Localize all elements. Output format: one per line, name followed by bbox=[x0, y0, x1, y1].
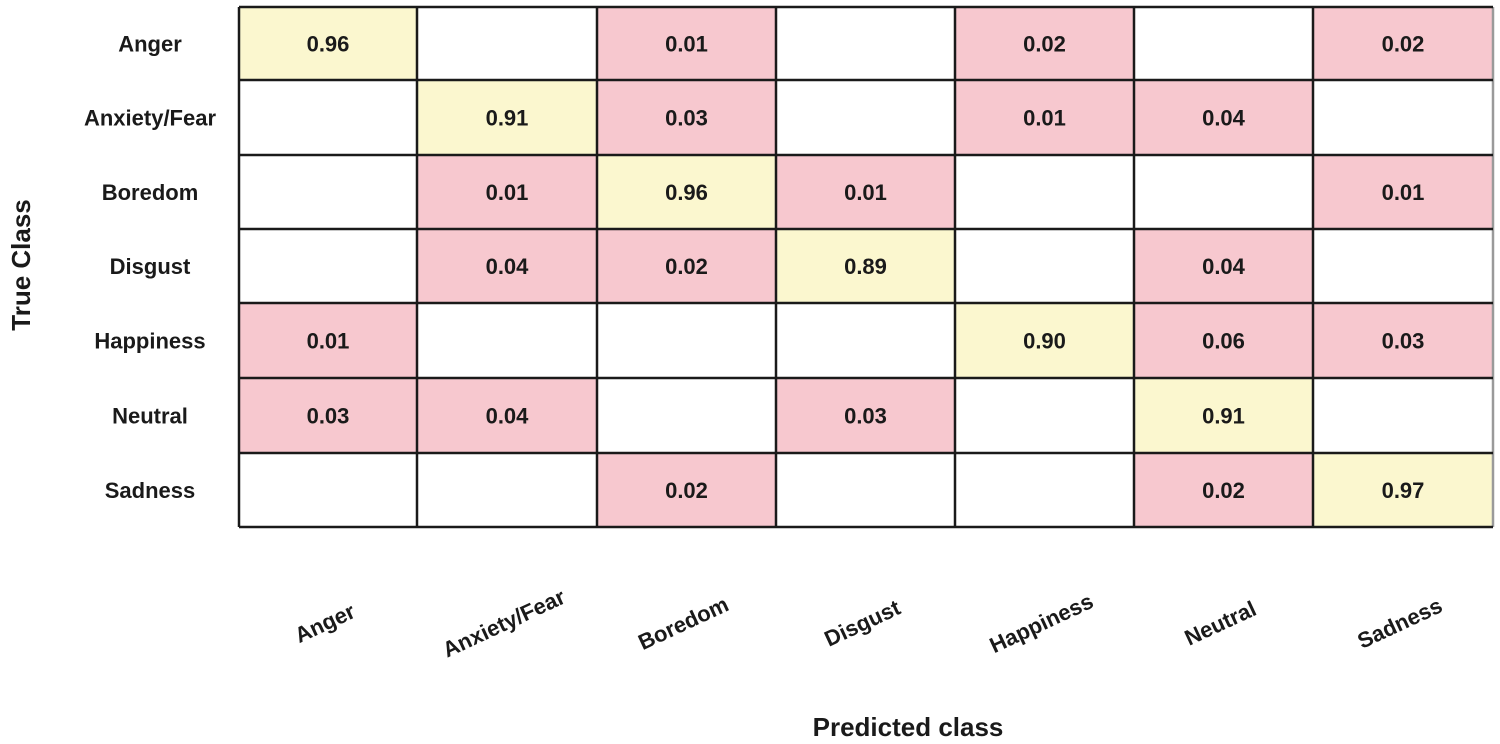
cell-disgust-boredom bbox=[597, 229, 776, 303]
cell-anxiety-fear-neutral bbox=[1134, 80, 1313, 155]
cell-value-disgust-disgust: 0.89 bbox=[844, 254, 887, 279]
cell-value-anxiety-fear-boredom: 0.03 bbox=[665, 106, 708, 131]
matrix-grid bbox=[237, 5, 1495, 529]
cell-value-sadness-sadness: 0.97 bbox=[1382, 478, 1425, 503]
cell-value-neutral-neutral: 0.91 bbox=[1202, 404, 1245, 429]
cell-neutral-anxiety-fear bbox=[417, 378, 597, 453]
cell-value-boredom-anxiety-fear: 0.01 bbox=[486, 180, 529, 205]
cell-happiness-happiness bbox=[955, 303, 1134, 378]
cell-anxiety-fear-anger bbox=[239, 80, 417, 155]
cell-disgust-sadness bbox=[1313, 229, 1493, 303]
cell-anger-sadness bbox=[1313, 7, 1493, 80]
cell-value-anxiety-fear-happiness: 0.01 bbox=[1023, 106, 1066, 131]
cell-value-neutral-anxiety-fear: 0.04 bbox=[486, 404, 530, 429]
cell-sadness-happiness bbox=[955, 453, 1134, 527]
cell-anger-boredom bbox=[597, 7, 776, 80]
column-label-anxiety-fear: Anxiety/Fear bbox=[439, 584, 570, 663]
cell-anger-anxiety-fear bbox=[417, 7, 597, 80]
cell-value-anger-boredom: 0.01 bbox=[665, 32, 708, 57]
cell-value-boredom-disgust: 0.01 bbox=[844, 180, 887, 205]
cell-value-anger-anger: 0.96 bbox=[307, 32, 350, 57]
cell-value-boredom-boredom: 0.96 bbox=[665, 180, 708, 205]
cell-boredom-anger bbox=[239, 155, 417, 229]
cell-value-disgust-anxiety-fear: 0.04 bbox=[486, 254, 530, 279]
cell-value-anxiety-fear-anxiety-fear: 0.91 bbox=[486, 106, 529, 131]
column-label-neutral: Neutral bbox=[1181, 596, 1260, 651]
row-label-boredom: Boredom bbox=[102, 180, 199, 205]
row-label-anxiety-fear: Anxiety/Fear bbox=[84, 106, 216, 131]
cell-happiness-anger bbox=[239, 303, 417, 378]
cell-value-sadness-neutral: 0.02 bbox=[1202, 478, 1245, 503]
cell-sadness-sadness bbox=[1313, 453, 1493, 527]
cell-boredom-boredom bbox=[597, 155, 776, 229]
cell-neutral-anger bbox=[239, 378, 417, 453]
cell-neutral-boredom bbox=[597, 378, 776, 453]
cell-value-neutral-anger: 0.03 bbox=[307, 404, 350, 429]
cell-boredom-anxiety-fear bbox=[417, 155, 597, 229]
column-label-boredom: Boredom bbox=[634, 591, 732, 654]
y-axis-title: True Class bbox=[6, 199, 36, 331]
cell-happiness-disgust bbox=[776, 303, 955, 378]
cell-disgust-neutral bbox=[1134, 229, 1313, 303]
cell-anxiety-fear-anxiety-fear bbox=[417, 80, 597, 155]
cell-disgust-anxiety-fear bbox=[417, 229, 597, 303]
row-label-disgust: Disgust bbox=[110, 254, 191, 279]
column-label-happiness: Happiness bbox=[986, 588, 1097, 658]
cell-value-happiness-sadness: 0.03 bbox=[1382, 329, 1425, 354]
row-label-sadness: Sadness bbox=[105, 478, 196, 503]
cell-boredom-disgust bbox=[776, 155, 955, 229]
column-label-anger: Anger bbox=[291, 598, 360, 648]
cell-sadness-anger bbox=[239, 453, 417, 527]
cell-disgust-happiness bbox=[955, 229, 1134, 303]
x-axis-title: Predicted class bbox=[813, 712, 1004, 742]
cell-anxiety-fear-sadness bbox=[1313, 80, 1493, 155]
column-label-disgust: Disgust bbox=[820, 595, 904, 652]
cell-happiness-sadness bbox=[1313, 303, 1493, 378]
cell-value-anger-happiness: 0.02 bbox=[1023, 32, 1066, 57]
cell-anger-neutral bbox=[1134, 7, 1313, 80]
cell-value-disgust-neutral: 0.04 bbox=[1202, 254, 1246, 279]
cell-boredom-neutral bbox=[1134, 155, 1313, 229]
cell-anger-anger bbox=[239, 7, 417, 80]
cell-value-anxiety-fear-neutral: 0.04 bbox=[1202, 106, 1246, 131]
cell-anxiety-fear-disgust bbox=[776, 80, 955, 155]
cell-anxiety-fear-happiness bbox=[955, 80, 1134, 155]
cell-happiness-neutral bbox=[1134, 303, 1313, 378]
cell-value-happiness-anger: 0.01 bbox=[307, 329, 350, 354]
cell-anxiety-fear-boredom bbox=[597, 80, 776, 155]
column-labels: Anger Anxiety/Fear Boredom Disgust Happiness… bbox=[291, 584, 1446, 663]
cell-value-anger-sadness: 0.02 bbox=[1382, 32, 1425, 57]
cell-value-happiness-neutral: 0.06 bbox=[1202, 329, 1245, 354]
column-label-sadness: Sadness bbox=[1354, 593, 1447, 654]
cell-disgust-disgust bbox=[776, 229, 955, 303]
cell-neutral-sadness bbox=[1313, 378, 1493, 453]
cell-sadness-anxiety-fear bbox=[417, 453, 597, 527]
cell-value-disgust-boredom: 0.02 bbox=[665, 254, 708, 279]
cell-happiness-boredom bbox=[597, 303, 776, 378]
row-labels: Anger Anxiety/Fear Boredom Disgust Happiness… bbox=[84, 32, 216, 504]
row-label-neutral: Neutral bbox=[112, 404, 188, 429]
cell-sadness-boredom bbox=[597, 453, 776, 527]
cell-boredom-sadness bbox=[1313, 155, 1493, 229]
cell-value-boredom-sadness: 0.01 bbox=[1382, 180, 1425, 205]
cell-boredom-happiness bbox=[955, 155, 1134, 229]
cell-value-sadness-boredom: 0.02 bbox=[665, 478, 708, 503]
cell-happiness-anxiety-fear bbox=[417, 303, 597, 378]
cell-neutral-disgust bbox=[776, 378, 955, 453]
cell-anger-disgust bbox=[776, 7, 955, 80]
cell-disgust-anger bbox=[239, 229, 417, 303]
row-label-happiness: Happiness bbox=[94, 329, 205, 354]
cell-value-happiness-happiness: 0.90 bbox=[1023, 329, 1066, 354]
cell-sadness-disgust bbox=[776, 453, 955, 527]
matrix-cells: 0.96 0.01 0.02 0.02 0.91 0.03 0.01 0.04 0.01 0.96… bbox=[239, 7, 1493, 527]
cell-anger-happiness bbox=[955, 7, 1134, 80]
row-label-anger: Anger bbox=[118, 32, 182, 57]
cell-sadness-neutral bbox=[1134, 453, 1313, 527]
cell-neutral-neutral bbox=[1134, 378, 1313, 453]
cell-value-neutral-disgust: 0.03 bbox=[844, 404, 887, 429]
cell-neutral-happiness bbox=[955, 378, 1134, 453]
